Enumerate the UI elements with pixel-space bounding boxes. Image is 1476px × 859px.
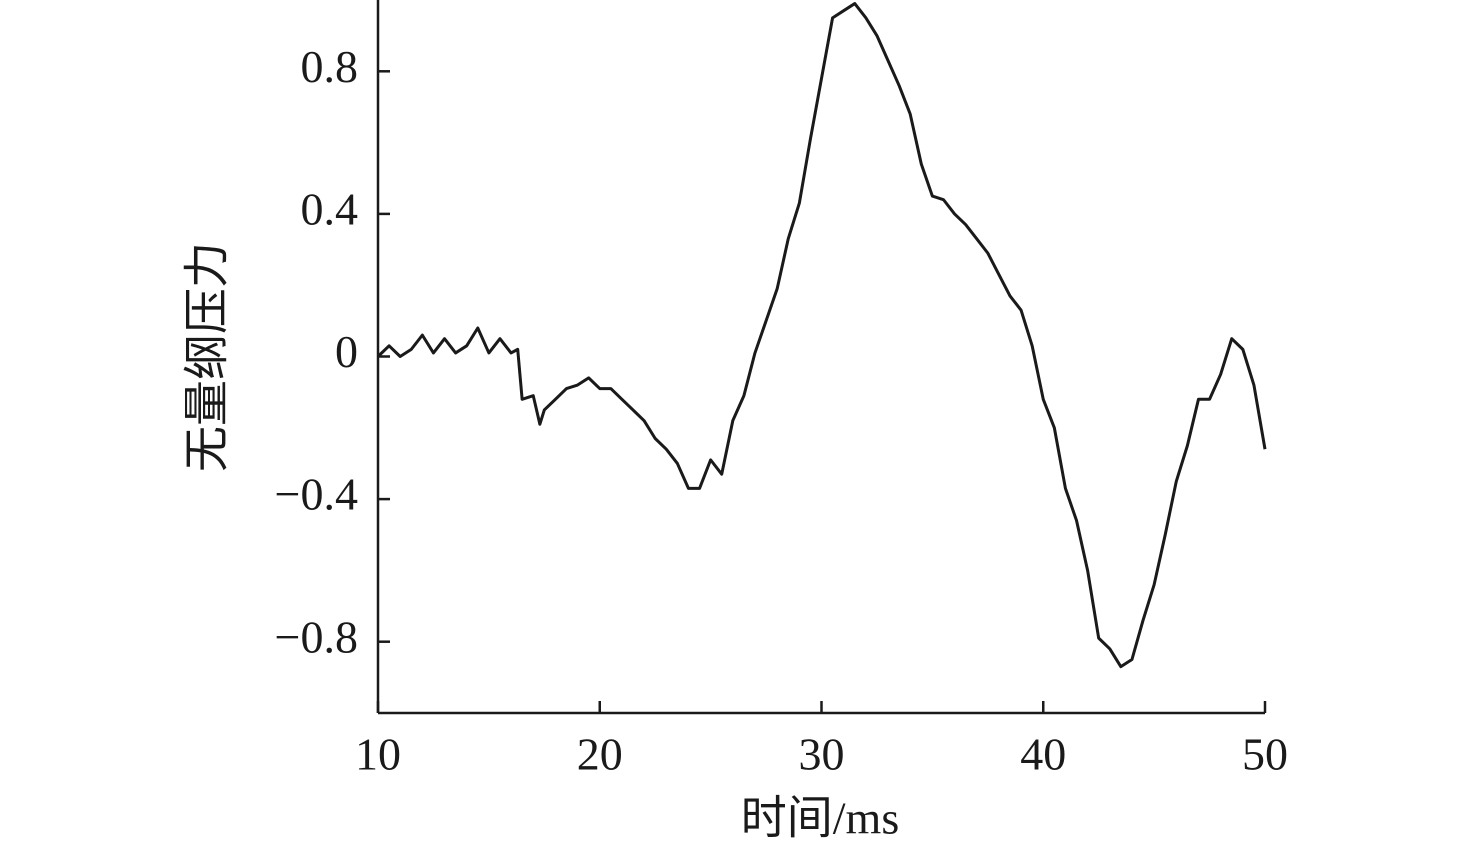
y-axis-label: 无量纲压力 xyxy=(182,242,233,472)
y-tick-label: 0.4 xyxy=(301,183,359,234)
y-tick-label: 0 xyxy=(335,326,358,377)
x-tick-label: 30 xyxy=(799,729,845,780)
x-axis-label: 时间/ms xyxy=(741,793,899,844)
y-tick-label: −0.4 xyxy=(275,469,358,520)
x-tick-label: 50 xyxy=(1242,729,1288,780)
data-line xyxy=(376,2,1267,669)
x-tick-label: 20 xyxy=(577,729,623,780)
y-tick-label: −0.8 xyxy=(275,611,358,662)
y-tick-label: 0.8 xyxy=(301,41,359,92)
x-tick-label: 40 xyxy=(1020,729,1066,780)
x-tick-label: 10 xyxy=(355,729,401,780)
